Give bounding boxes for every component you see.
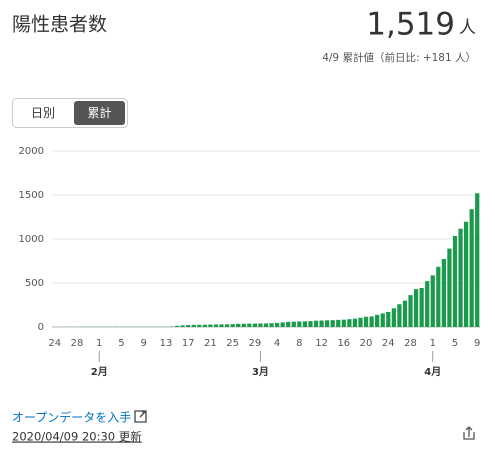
bar bbox=[258, 323, 263, 327]
bar bbox=[375, 314, 380, 327]
bar bbox=[352, 318, 358, 327]
toggle-cumulative[interactable]: 累計 bbox=[87, 105, 111, 120]
x-tick-label: 9 bbox=[141, 338, 147, 349]
x-tick-label: 5 bbox=[452, 338, 458, 349]
bar bbox=[386, 311, 391, 327]
x-tick-label: 21 bbox=[204, 338, 217, 349]
bar bbox=[202, 324, 207, 327]
updated-at: 2020/04/09 20:30 更新 bbox=[12, 430, 142, 444]
share-icon[interactable] bbox=[463, 426, 475, 440]
bar bbox=[347, 319, 352, 327]
bar bbox=[436, 266, 441, 327]
x-tick-label: 16 bbox=[337, 338, 350, 349]
bar bbox=[180, 325, 185, 327]
x-tick-label: 28 bbox=[71, 338, 84, 349]
bar bbox=[397, 304, 402, 327]
bar bbox=[275, 322, 280, 327]
bar bbox=[174, 325, 180, 327]
bar bbox=[458, 228, 463, 327]
bar bbox=[297, 321, 302, 327]
bar bbox=[191, 324, 196, 327]
bar bbox=[408, 295, 413, 327]
bar bbox=[430, 275, 435, 327]
x-tick-label: 20 bbox=[360, 338, 373, 349]
y-tick-label: 2000 bbox=[19, 146, 44, 157]
bar bbox=[452, 236, 458, 327]
x-tick-label: 13 bbox=[160, 338, 173, 349]
bar bbox=[475, 193, 480, 327]
y-tick-label: 1500 bbox=[19, 190, 44, 201]
bar bbox=[213, 324, 219, 327]
bar bbox=[369, 316, 374, 327]
x-tick-label: 12 bbox=[315, 338, 328, 349]
x-tick-label: 29 bbox=[249, 338, 262, 349]
bar bbox=[169, 326, 174, 327]
month-label: 4月 bbox=[424, 366, 441, 378]
bar bbox=[319, 320, 324, 327]
total-unit: 人 bbox=[459, 18, 476, 38]
x-tick-label: 1 bbox=[430, 338, 436, 349]
bar bbox=[336, 319, 341, 327]
bar bbox=[447, 248, 452, 327]
open-data-link[interactable]: オープンデータを入手 bbox=[12, 410, 131, 425]
bar bbox=[469, 209, 474, 327]
bar bbox=[241, 323, 246, 327]
x-tick-label: 8 bbox=[296, 338, 302, 349]
bar bbox=[302, 321, 308, 327]
bar bbox=[286, 321, 291, 327]
bar bbox=[341, 319, 346, 327]
bar bbox=[252, 323, 257, 327]
x-tick-label: 5 bbox=[118, 338, 124, 349]
x-tick-label: 4 bbox=[274, 338, 280, 349]
bar bbox=[363, 316, 369, 327]
bar bbox=[186, 325, 191, 327]
x-tick-label: 17 bbox=[182, 338, 195, 349]
card-title: 陽性患者数 bbox=[12, 14, 107, 36]
x-tick-label: 1 bbox=[96, 338, 102, 349]
month-label: 3月 bbox=[252, 366, 269, 378]
bar bbox=[224, 324, 230, 327]
bar bbox=[219, 324, 224, 327]
bar bbox=[358, 317, 363, 327]
x-tick-label: 25 bbox=[226, 338, 239, 349]
bar bbox=[313, 320, 319, 327]
bar bbox=[197, 324, 202, 327]
month-label: 2月 bbox=[91, 366, 108, 378]
toggle-active[interactable] bbox=[74, 101, 125, 125]
bar bbox=[263, 323, 269, 327]
bar bbox=[419, 288, 424, 327]
bar bbox=[380, 313, 385, 327]
bar bbox=[325, 320, 330, 327]
bar bbox=[391, 308, 396, 327]
bar bbox=[402, 300, 408, 327]
x-tick-label: 24 bbox=[48, 338, 61, 349]
bar bbox=[247, 323, 252, 327]
bar bbox=[425, 281, 430, 327]
bar bbox=[441, 258, 446, 327]
bar bbox=[230, 324, 235, 327]
bar bbox=[463, 221, 469, 327]
x-tick-label: 28 bbox=[404, 338, 417, 349]
total-value: 1,519 bbox=[366, 7, 455, 43]
external-icon bbox=[134, 410, 147, 423]
toggle-daily[interactable]: 日別 bbox=[31, 106, 55, 120]
y-tick-label: 500 bbox=[25, 278, 44, 289]
x-tick-label: 24 bbox=[382, 338, 395, 349]
bar bbox=[269, 323, 274, 327]
bar bbox=[291, 321, 296, 327]
bar bbox=[280, 322, 285, 327]
x-tick-label: 9 bbox=[474, 338, 480, 349]
bar bbox=[208, 324, 213, 327]
bar bbox=[308, 321, 313, 327]
bar bbox=[330, 320, 335, 327]
y-tick-label: 0 bbox=[38, 322, 44, 333]
bar bbox=[236, 323, 241, 327]
y-tick-label: 1000 bbox=[19, 234, 44, 245]
bar bbox=[413, 289, 419, 327]
subtitle: 4/9 累計値（前日比: +181 人） bbox=[322, 51, 476, 64]
